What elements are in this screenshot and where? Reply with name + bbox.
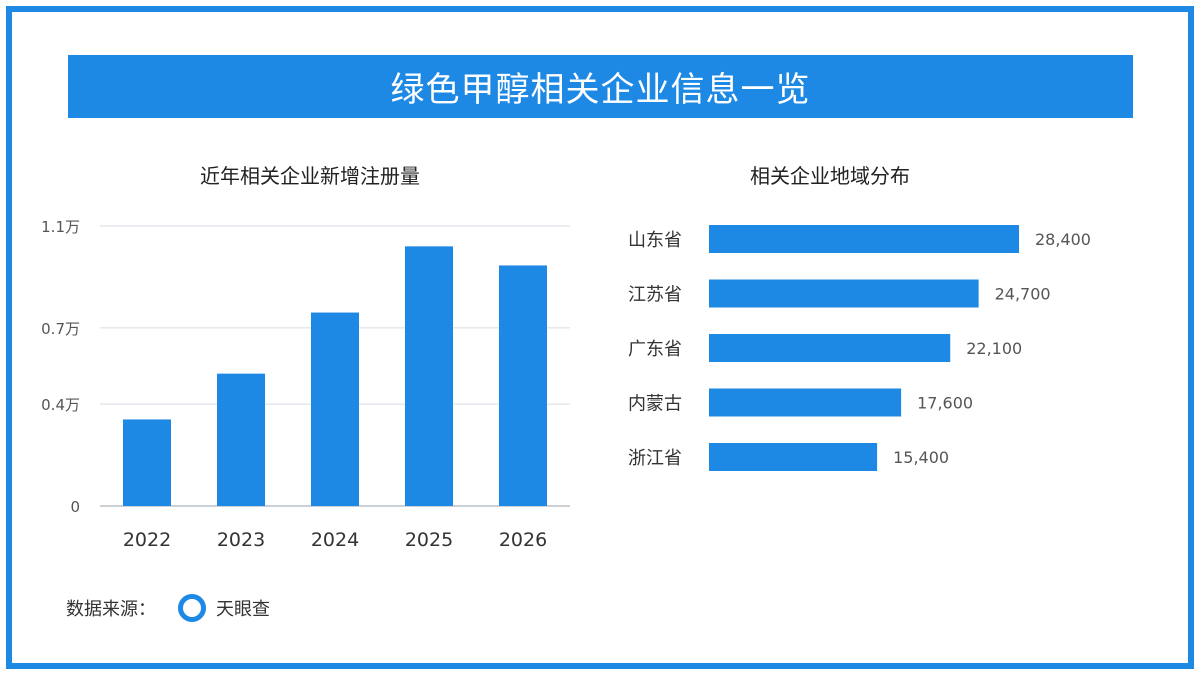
data-source: 数据来源： 天眼查 bbox=[66, 592, 270, 624]
row-label: 江苏省 bbox=[628, 285, 682, 306]
data-label: 28,400 bbox=[1035, 230, 1091, 249]
data-label: 17,600 bbox=[917, 394, 973, 413]
page-title: 绿色甲醇相关企业信息一览 bbox=[390, 70, 811, 110]
bar-2026 bbox=[499, 265, 547, 506]
data-label: 15,400 bbox=[893, 448, 949, 467]
bar-2022 bbox=[123, 419, 171, 506]
bar-2024 bbox=[311, 312, 359, 506]
x-tick-label: 2024 bbox=[311, 529, 359, 551]
x-tick-label: 2025 bbox=[405, 529, 453, 551]
vertical-bar-chart: 0 0.4万 0.7万 1.1万 2022 2023 2024 2025 2026 bbox=[41, 218, 570, 551]
data-label: 22,100 bbox=[966, 339, 1022, 358]
row-label: 内蒙古 bbox=[628, 394, 682, 415]
row-label: 浙江省 bbox=[628, 448, 682, 469]
hbar-浙江省 bbox=[709, 443, 878, 471]
hbar-江苏省 bbox=[709, 279, 979, 308]
data-label: 24,700 bbox=[995, 285, 1051, 304]
source-label: 数据来源： bbox=[66, 599, 156, 620]
horizontal-chart-title: 相关企业地域分布 bbox=[750, 164, 910, 188]
row-label: 广东省 bbox=[628, 339, 682, 360]
row-label: 山东省 bbox=[628, 230, 682, 251]
horizontal-bar-chart: 山东省 28,400 江苏省 24,700 广东省 22,100 内蒙古 17,600 浙江省 1… bbox=[628, 225, 1091, 471]
tianyancha-logo-icon bbox=[178, 594, 206, 622]
hbar-广东省 bbox=[709, 334, 951, 362]
x-tick-label: 2023 bbox=[217, 529, 265, 551]
y-tick-label: 1.1万 bbox=[41, 218, 80, 236]
bar-2023 bbox=[217, 373, 265, 506]
hbar-山东省 bbox=[709, 225, 1019, 253]
vertical-chart-title: 近年相关企业新增注册量 bbox=[200, 164, 420, 188]
hbar-内蒙古 bbox=[709, 388, 902, 417]
y-tick-label: 0.4万 bbox=[41, 396, 80, 414]
source-name: 天眼查 bbox=[216, 599, 270, 620]
bar-2025 bbox=[405, 246, 453, 506]
title-banner: 绿色甲醇相关企业信息一览 bbox=[68, 55, 1133, 118]
y-tick-label: 0.7万 bbox=[41, 320, 80, 338]
y-tick-label: 0 bbox=[70, 498, 80, 516]
x-tick-label: 2026 bbox=[499, 529, 547, 551]
x-tick-label: 2022 bbox=[123, 529, 171, 551]
